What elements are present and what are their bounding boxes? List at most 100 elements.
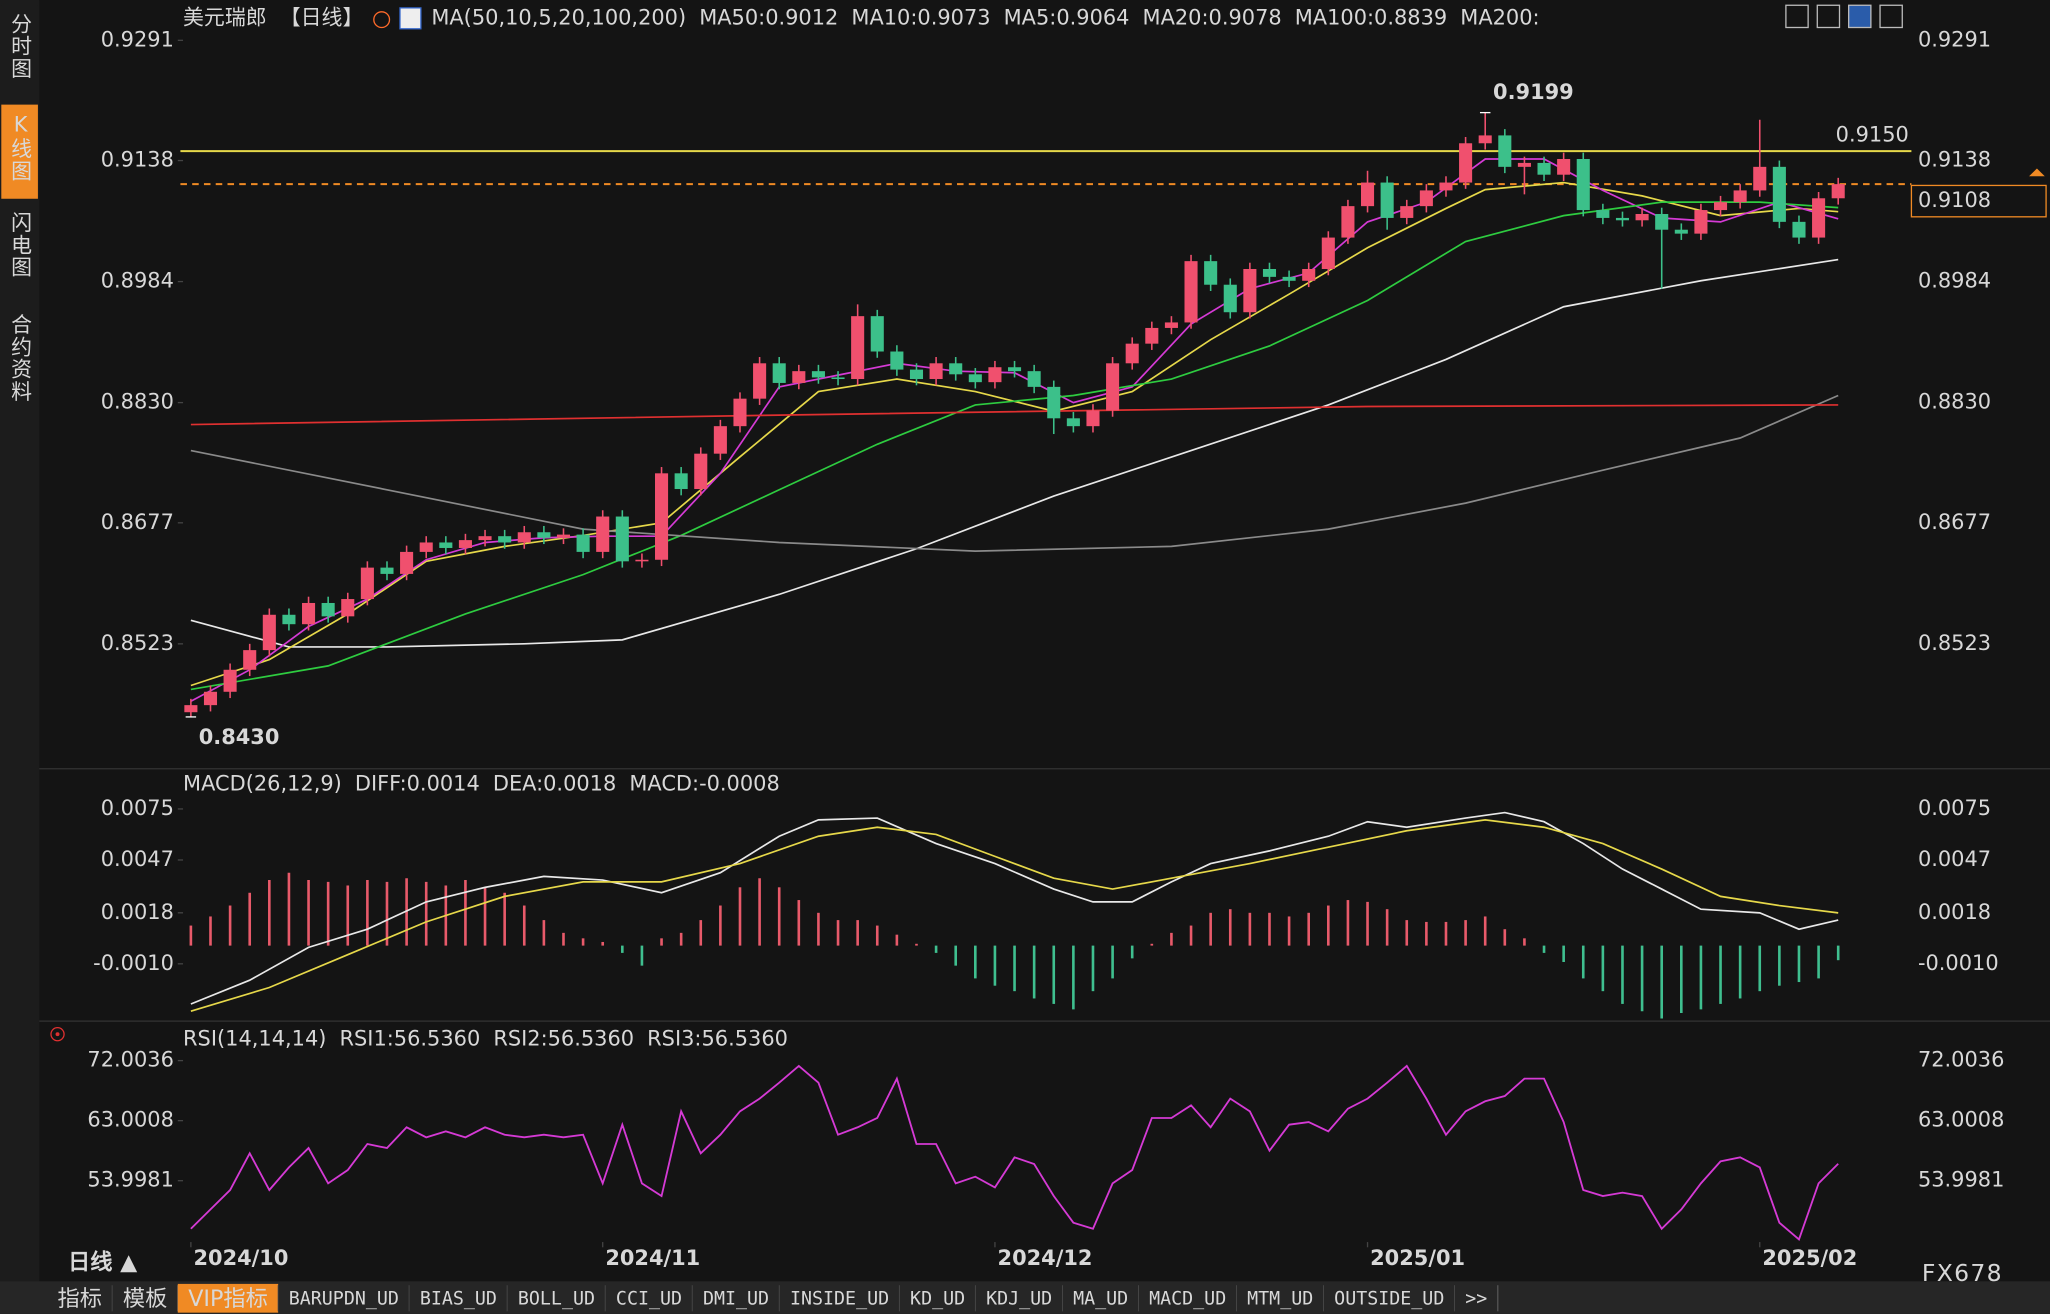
x-tick-label: 2024/11 [605,1246,700,1270]
sidebar-tab-label[interactable]: K线图 [9,112,33,182]
tab[interactable]: VIP指标 [177,1283,279,1313]
y-tick-label-right: 0.9138 [1918,148,1991,172]
candle-body [1478,135,1492,144]
candle-body [1772,166,1786,222]
tab-bg[interactable] [1062,1283,1139,1313]
tab-bg[interactable] [692,1283,780,1313]
sidebar-tab[interactable] [1,5,38,100]
y-tick-label-right: 0.9291 [1918,27,1991,51]
candle-body [1635,213,1649,221]
tab-label[interactable]: INSIDE_UD [790,1289,889,1310]
sidebar-tab[interactable] [1,305,38,427]
tab-label[interactable]: >> [1465,1289,1487,1310]
sidebar-tab-label[interactable]: 合约资料 [9,314,33,403]
candle-body [1694,210,1708,234]
y-tick-label: 53.9981 [87,1168,173,1192]
candle-body [1576,158,1590,211]
tab[interactable]: CCI_UD [605,1283,694,1313]
candle-body [517,532,531,543]
candle-body [772,363,786,383]
candle-body [262,614,276,651]
tab[interactable]: OUTSIDE_UD [1323,1283,1456,1313]
moving-average-line [190,394,1839,552]
tab[interactable]: INSIDE_UD [779,1283,901,1313]
tab-bg[interactable] [112,1283,178,1313]
candle-body [949,363,963,375]
tab-bg[interactable] [975,1283,1063,1313]
candle-body [1145,327,1159,344]
tab-bg[interactable] [47,1283,113,1313]
candle-body [909,369,924,380]
tab-label[interactable]: KDJ_UD [986,1289,1052,1310]
tab[interactable]: >> [1454,1283,1499,1313]
candle-body [576,534,590,552]
candle-body [1753,166,1767,191]
candle-body [1243,269,1257,313]
x-tick-label: 2024/12 [998,1246,1093,1270]
tab[interactable]: MACD_UD [1138,1283,1238,1313]
tab-bg[interactable] [278,1283,410,1313]
candle-body [498,536,512,543]
candle-body [1302,269,1316,281]
candle-body [360,567,374,600]
candle-body [1498,135,1512,167]
candle-body [870,316,884,352]
tab[interactable]: 指标 [47,1283,114,1313]
tab-bg[interactable] [605,1283,693,1313]
candle-body [1008,367,1022,372]
tab-label[interactable]: MACD_UD [1149,1289,1226,1310]
tab[interactable]: MTM_UD [1236,1283,1325,1313]
tab-bg[interactable] [1236,1283,1324,1313]
tab-bg[interactable] [899,1283,976,1313]
legend-entry: MA50:0.9012 [699,5,838,29]
rsi-line [190,1064,1839,1242]
sidebar-tab-label[interactable]: 闪电图 [9,212,33,279]
candle-body [890,351,904,370]
tab[interactable]: BIAS_UD [409,1283,509,1313]
candle-body [929,363,943,380]
legend-entry: DEA:0.0018 [493,771,616,795]
tab-label[interactable]: BARUPDN_UD [289,1289,399,1310]
tab-label[interactable]: DMI_UD [703,1289,769,1310]
moving-average-line [190,404,1839,426]
tab-label[interactable]: MA_UD [1073,1289,1128,1310]
tab[interactable]: MA_UD [1062,1283,1140,1313]
tab[interactable]: DMI_UD [692,1283,781,1313]
tab-bg[interactable] [177,1283,279,1313]
candle-body [556,534,571,538]
tab-bg[interactable] [779,1283,900,1313]
legend-entry: MA200: [1460,5,1539,29]
tab[interactable]: KDJ_UD [975,1283,1064,1313]
tab[interactable]: KD_UD [899,1283,977,1313]
tab-label[interactable]: CCI_UD [616,1289,682,1310]
tab-bg[interactable] [409,1283,508,1313]
tab-label[interactable]: VIP指标 [188,1286,268,1312]
tab[interactable]: BARUPDN_UD [278,1283,411,1313]
tab-label[interactable]: 指标 [58,1286,102,1312]
tab-bg[interactable] [1138,1283,1237,1313]
tab[interactable]: BOLL_UD [507,1283,607,1313]
y-tick-label-right: 53.9981 [1918,1168,2004,1192]
sidebar-tab-label[interactable]: 分时图 [9,13,33,80]
candle-body [1537,162,1551,175]
period-label[interactable]: 日线 ▲ [68,1248,138,1275]
tab-bg[interactable] [507,1283,606,1313]
tab-label[interactable]: BOLL_UD [518,1289,595,1310]
candle-body [1341,206,1355,238]
tab-label[interactable]: OUTSIDE_UD [1334,1289,1444,1310]
tab-label[interactable]: KD_UD [910,1289,965,1310]
tab-label[interactable]: 模板 [123,1286,167,1312]
tab[interactable]: 模板 [112,1283,179,1313]
sidebar-tab[interactable] [1,203,38,299]
y-tick-label-right: -0.0010 [1918,951,1999,975]
tab-bg[interactable] [1323,1283,1455,1313]
candle-body [1321,237,1335,270]
y-tick-label: 0.8523 [101,631,174,655]
y-tick-label-right: 63.0008 [1918,1108,2004,1132]
tab-label[interactable]: BIAS_UD [420,1289,497,1310]
candle-body [1086,410,1100,427]
tab-bg[interactable] [1454,1283,1498,1313]
candle-body [184,705,198,713]
tab-label[interactable]: MTM_UD [1247,1289,1313,1310]
sidebar-tab[interactable] [1,104,38,199]
